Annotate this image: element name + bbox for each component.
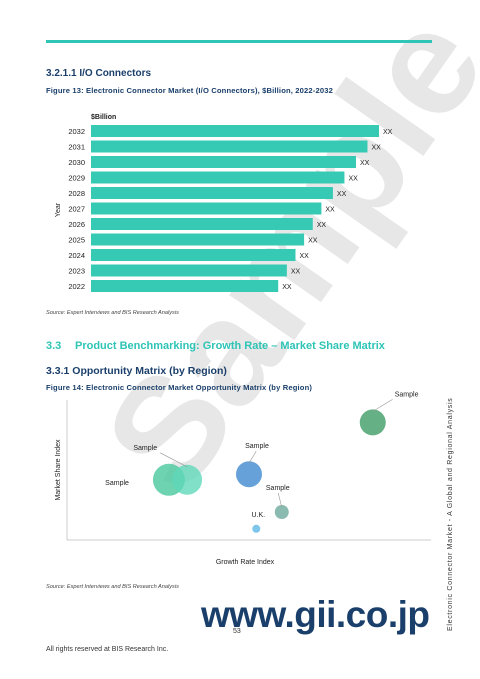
bubble-leader-line: [372, 399, 393, 412]
figure14-source: Source: Expert Interviews and BIS Resear…: [46, 584, 179, 590]
bubble-label: Sample: [133, 445, 157, 452]
bubble-leader-line: [277, 492, 283, 508]
bar-data-label: XX: [337, 191, 347, 198]
bar-2023: [91, 264, 287, 277]
bar-year-label: 2023: [68, 267, 85, 276]
bar-2030: [91, 156, 356, 168]
bar-2029: [91, 171, 345, 184]
bar-data-label: XX: [308, 238, 318, 245]
section-3-3-title: Product Benchmarking: Growth Rate – Mark…: [75, 340, 385, 352]
bar-year-label: 2024: [68, 251, 85, 260]
bubble-label: Sample: [395, 391, 419, 398]
figure14-caption: Figure 14: Electronic Connector Market O…: [46, 383, 313, 392]
bar-data-label: XX: [291, 269, 301, 276]
bar-year-label: 2031: [68, 143, 85, 152]
bar-2028: [91, 187, 333, 199]
section-heading: 3.2.1.1 I/O Connectors: [46, 68, 152, 79]
bubble-4: [252, 524, 261, 533]
bar-data-label: XX: [383, 129, 393, 136]
page-number: 53: [233, 628, 241, 635]
section-3-3-1-heading: 3.3.1 Opportunity Matrix (by Region): [46, 365, 227, 377]
bar-2022: [91, 280, 279, 292]
bubble-leader-line: [248, 451, 257, 464]
header-rule: [46, 40, 432, 43]
bar-y-axis-title: Year: [55, 202, 62, 217]
figure13-source: Source: Expert Interviews and BIS Resear…: [46, 310, 179, 316]
bubble-3: [274, 505, 289, 519]
figure13-caption: Figure 13: Electronic Connector Market (…: [46, 86, 333, 95]
bar-2032: [91, 125, 379, 137]
side-running-title: Electronic Connector Market - A Global a…: [447, 397, 454, 631]
gii-brand-logo: www.gii.co.jp: [201, 594, 430, 635]
bubble-label: Sample: [266, 485, 290, 492]
bar-2026: [91, 218, 313, 230]
section-3-3-heading: 3.3 Product Benchmarking: Growth Rate – M…: [46, 340, 385, 352]
bar-2025: [91, 233, 305, 246]
bubble-leader-line: [159, 452, 188, 468]
unit-label: $Billion: [91, 114, 116, 121]
bar-data-label: XX: [317, 222, 327, 229]
matrix-x-axis-title: Growth Rate Index: [216, 559, 275, 566]
bar-year-label: 2030: [68, 158, 85, 167]
bubble-6: [172, 464, 203, 495]
bar-year-label: 2029: [68, 174, 85, 183]
bubble-label: U.K.: [251, 512, 265, 519]
bar-year-label: 2032: [68, 127, 85, 136]
bar-year-label: 2027: [68, 205, 85, 214]
bar-data-label: XX: [371, 145, 381, 152]
bar-2031: [91, 140, 368, 153]
bar-year-label: 2028: [68, 189, 85, 198]
footer-copyright: All rights reserved at BIS Research Inc.: [46, 646, 169, 653]
section-3-3-number: 3.3: [46, 340, 62, 352]
bar-2027: [91, 202, 322, 215]
bar-year-label: 2022: [68, 282, 85, 291]
matrix-y-axis-title: Market Share Index: [55, 439, 62, 501]
bubble-label: Sample: [245, 443, 269, 450]
bubble-2: [236, 461, 262, 488]
bar-data-label: XX: [282, 284, 292, 291]
bar-year-label: 2026: [68, 220, 85, 229]
bar-data-label: XX: [360, 160, 370, 167]
bar-data-label: XX: [299, 253, 309, 260]
bar-2024: [91, 249, 296, 261]
bubble-label: Sample: [105, 480, 129, 487]
bar-data-label: XX: [325, 207, 335, 214]
bar-year-label: 2025: [68, 236, 85, 245]
bubble-1: [359, 409, 386, 436]
bar-data-label: XX: [348, 176, 358, 183]
